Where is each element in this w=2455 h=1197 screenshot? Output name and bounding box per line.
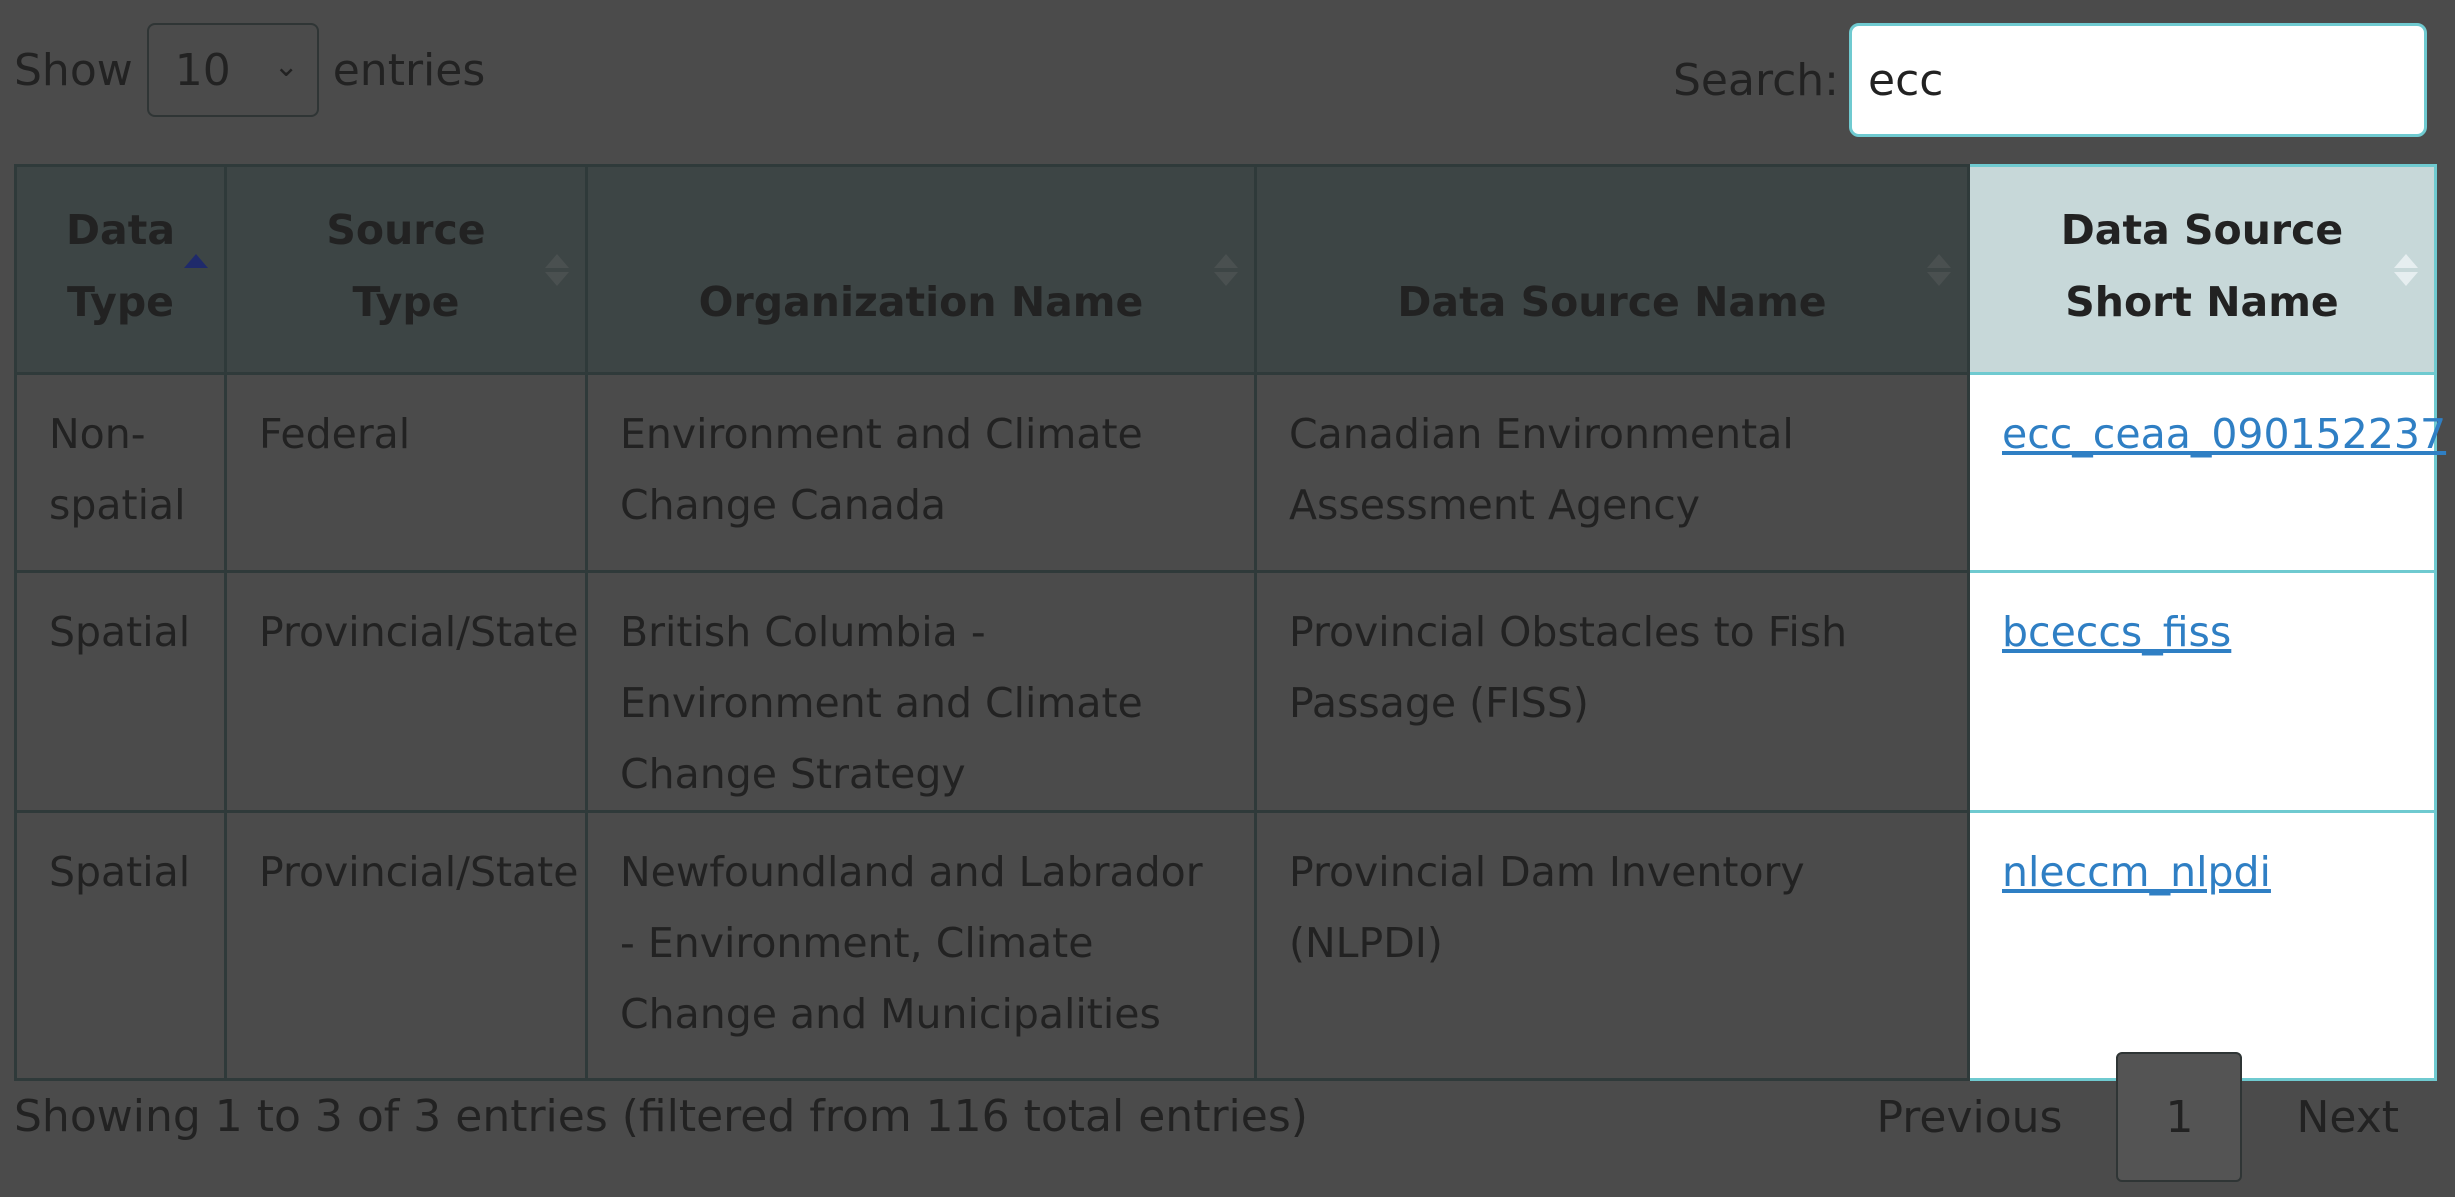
length-suffix: entries bbox=[332, 44, 486, 96]
header-label: Data Source Short Name bbox=[2060, 206, 2344, 326]
table-controls: Show 10 ⌄ entries Search: ecc bbox=[14, 22, 2427, 140]
cell-organization-name: British Columbia - Environment and Clima… bbox=[585, 570, 1257, 813]
table-row: Non-spatial Federal Environment and Clim… bbox=[14, 372, 2446, 573]
cell-data-source-name: Canadian Environmental Assessment Agency bbox=[1254, 372, 1970, 573]
column-header-data-type[interactable]: Data Type bbox=[14, 164, 227, 375]
search-control: Search: ecc bbox=[1673, 22, 2427, 138]
column-header-short-name[interactable]: Data Source Short Name bbox=[1967, 164, 2437, 375]
cell-organization-name: Newfoundland and Labrador - Environment,… bbox=[585, 810, 1257, 1081]
cell-short-name: nleccm_nlpdi bbox=[1967, 810, 2437, 1081]
cell-organization-name: Environment and Climate Change Canada bbox=[585, 372, 1257, 573]
sort-both-icon bbox=[1214, 253, 1238, 286]
table-row: Spatial Provincial/State British Columbi… bbox=[14, 570, 2437, 813]
length-control: Show 10 ⌄ entries bbox=[14, 22, 485, 118]
header-label: Source Type bbox=[326, 206, 486, 326]
short-name-link[interactable]: nleccm_nlpdi bbox=[2002, 848, 2271, 896]
table-footer: Showing 1 to 3 of 3 entries (filtered fr… bbox=[14, 1052, 2427, 1182]
sort-both-icon bbox=[545, 253, 569, 286]
search-input[interactable]: ecc bbox=[1849, 23, 2427, 137]
cell-short-name: bceccs_fiss bbox=[1967, 570, 2437, 813]
sort-both-icon bbox=[2394, 253, 2418, 286]
data-table: Data Type Source Type Organization Name … bbox=[14, 164, 2446, 1081]
cell-source-type: Provincial/State bbox=[224, 810, 588, 1081]
entries-info: Showing 1 to 3 of 3 entries (filtered fr… bbox=[14, 1091, 1308, 1142]
sort-asc-icon bbox=[184, 253, 208, 286]
cell-data-type: Spatial bbox=[14, 570, 227, 813]
length-prefix: Show bbox=[14, 44, 133, 96]
chevron-down-icon: ⌄ bbox=[273, 48, 299, 84]
cell-data-type: Spatial bbox=[14, 810, 227, 1081]
sort-both-icon bbox=[1927, 253, 1951, 286]
cell-data-source-name: Provincial Dam Inventory (NLPDI) bbox=[1254, 810, 1970, 1081]
cell-source-type: Provincial/State bbox=[224, 570, 588, 813]
table-row: Spatial Provincial/State Newfoundland an… bbox=[14, 810, 2437, 1081]
short-name-link[interactable]: bceccs_fiss bbox=[2002, 608, 2232, 656]
cell-source-type: Federal bbox=[224, 372, 588, 573]
pagination: Previous 1 Next bbox=[1849, 1052, 2427, 1182]
search-label: Search: bbox=[1673, 54, 1839, 106]
column-header-data-source-name[interactable]: Data Source Name bbox=[1254, 164, 1970, 375]
page-1-button[interactable]: 1 bbox=[2116, 1052, 2243, 1182]
previous-button[interactable]: Previous bbox=[1876, 1091, 2063, 1143]
cell-data-type: Non-spatial bbox=[14, 372, 227, 573]
column-header-organization-name[interactable]: Organization Name bbox=[585, 164, 1257, 375]
header-label: Organization Name bbox=[698, 278, 1144, 326]
cell-data-source-name: Provincial Obstacles to Fish Passage (FI… bbox=[1254, 570, 1970, 813]
entries-per-page-value: 10 bbox=[174, 44, 231, 96]
cell-short-name: ecc_ceaa_090152237 bbox=[1967, 372, 2446, 573]
table-header-row: Data Type Source Type Organization Name … bbox=[14, 164, 2437, 375]
header-label: Data Type bbox=[66, 206, 175, 326]
entries-per-page-select[interactable]: 10 ⌄ bbox=[146, 23, 319, 117]
header-label: Data Source Name bbox=[1397, 278, 1827, 326]
column-header-source-type[interactable]: Source Type bbox=[224, 164, 588, 375]
short-name-link[interactable]: ecc_ceaa_090152237 bbox=[2002, 410, 2447, 458]
next-button[interactable]: Next bbox=[2296, 1091, 2399, 1143]
